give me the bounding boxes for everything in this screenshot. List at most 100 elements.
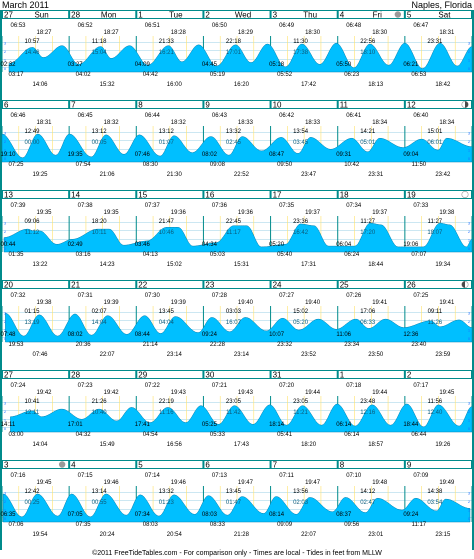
tide-time-label: 23:05 [226,399,242,405]
tide-time-label: 06:52 [78,23,94,29]
tide-time-label: 16:20 [234,82,250,88]
tide-time-label: 07:17 [413,383,429,389]
tide-time-label: 07:13 [212,473,228,479]
day-number: 3 [4,461,9,470]
tide-time-label: 23:15 [435,532,451,538]
tide-time-label: 11:17 [412,522,427,528]
tide-time-label: 14:04 [32,442,48,448]
tide-time-label: 18:27 [36,30,52,36]
tide-area [3,222,473,253]
tide-area [5,312,473,343]
tide-time-label: 09:11 [428,309,443,315]
tide-time-label: 19:38 [439,210,455,216]
tide-time-label: 19:06 [403,242,419,248]
tide-time-label: 06:50 [212,23,228,29]
day-number: 7 [71,101,76,110]
tide-time-label: 19:38 [36,300,52,306]
tide-time-label: 13:19 [24,320,40,326]
y-tick-label: 3 [4,130,7,135]
tide-time-label: 19:34 [435,262,451,268]
tide-area [2,493,471,523]
tide-time-label: 19:10 [0,152,16,158]
tide-time-label: 19:46 [104,480,120,486]
tide-time-label: 11:42 [226,410,241,416]
tide-time-label: 13:32 [226,129,242,135]
day-number: 29 [138,371,147,380]
day-number: 3 [273,11,278,20]
tide-time-label: 23:31 [368,172,384,178]
tide-time-label: 04:02 [76,72,92,78]
day-header-cell [70,191,136,198]
day-header-cell [405,191,471,198]
tide-time-label: 13:12 [92,129,108,135]
day-name: Mon [101,11,117,20]
tide-time-label: 23:32 [277,342,293,348]
tide-time-label: 05:01 [360,140,376,146]
day-header-cell [338,101,404,108]
tide-time-label: 14:06 [32,82,48,88]
tide-time-label: 06:21 [403,62,419,68]
day-header-cell [204,461,270,468]
tide-time-label: 06:44 [145,113,161,119]
tide-time-label: 01:47 [226,500,242,506]
tide-time-label: 22:19 [159,399,175,405]
day-header-cell [405,11,471,18]
day-name: Thu [303,11,317,20]
tide-time-label: 17:31 [301,262,317,268]
day-number: 27 [4,371,13,380]
tide-time-label: 21:26 [92,399,108,405]
day-header-cell [137,281,203,288]
day-header-cell [137,461,203,468]
day-number: 9 [407,461,412,470]
day-number: 24 [273,281,282,290]
week-row: 20 21 22 23 24 25 260 01 12 23 307:32 07:31 07:30 07:… [0,280,474,370]
y-tick-label: 3 [468,310,471,315]
y-tick-label: 2 [468,49,471,54]
tide-time-label: 07:20 [279,383,295,389]
tide-time-label: 05:19 [210,72,226,78]
tide-time-label: 23:14 [234,352,250,358]
tide-time-label: 16:21 [159,50,175,56]
tide-time-label: 23:05 [293,399,309,405]
tide-time-label: 04:54 [143,432,159,438]
day-header-cell [137,101,203,108]
tide-time-label: 04:04 [159,320,175,326]
tide-time-label: 02:47 [360,500,376,506]
tide-time-label: 18:27 [104,30,120,36]
day-number: 7 [273,461,278,470]
tide-time-label: 07:07 [411,252,427,258]
tide-time-label: 18:30 [305,30,321,36]
day-number: 5 [138,461,143,470]
tide-time-label: 19:47 [238,480,254,486]
tide-time-label: 22:52 [234,172,250,178]
y-tick-label: 1 [4,147,7,152]
page-header: March 2011 Naples, Florida [0,0,474,10]
tide-time-label: 07:22 [145,383,161,389]
tide-time-label: 12:40 [427,410,443,416]
tide-time-label: 18:33 [238,120,254,126]
tide-time-label: 07:54 [76,162,92,168]
tide-time-label: 22:18 [226,39,242,45]
tide-time-label: 19:35 [68,152,84,158]
day-header-cell [338,371,404,378]
tide-time-label: 11:50 [412,162,427,168]
tide-time-label: 13:45 [226,489,242,495]
week-right-border [472,460,474,550]
day-header-cell [338,191,404,198]
week-row: 13 14 15 16 17 18 19 0 0 1 1 2 2 3 3 07:39 07:38 07:37 07:… [0,190,474,280]
y-tick-label: 1 [468,417,471,422]
week-row: 6 7 8 9 10 11 120 01 12 23 306:46 06:45 06:44 06:43 06… [0,100,474,190]
day-header-cell [204,11,270,18]
tide-time-label: 07:06 [8,522,24,528]
day-header-cell [271,191,337,198]
tide-time-label: 05:50 [336,62,352,68]
y-tick-label: 2 [4,139,7,144]
tide-time-label: 07:33 [413,203,429,209]
y-tick-label: 3 [4,400,7,405]
tide-time-label: 04:42 [143,72,159,78]
tide-time-label: 06:33 [360,320,376,326]
y-tick-label: 2 [4,49,7,54]
tide-time-label: 14:21 [360,129,376,135]
day-number: 11 [340,101,349,110]
